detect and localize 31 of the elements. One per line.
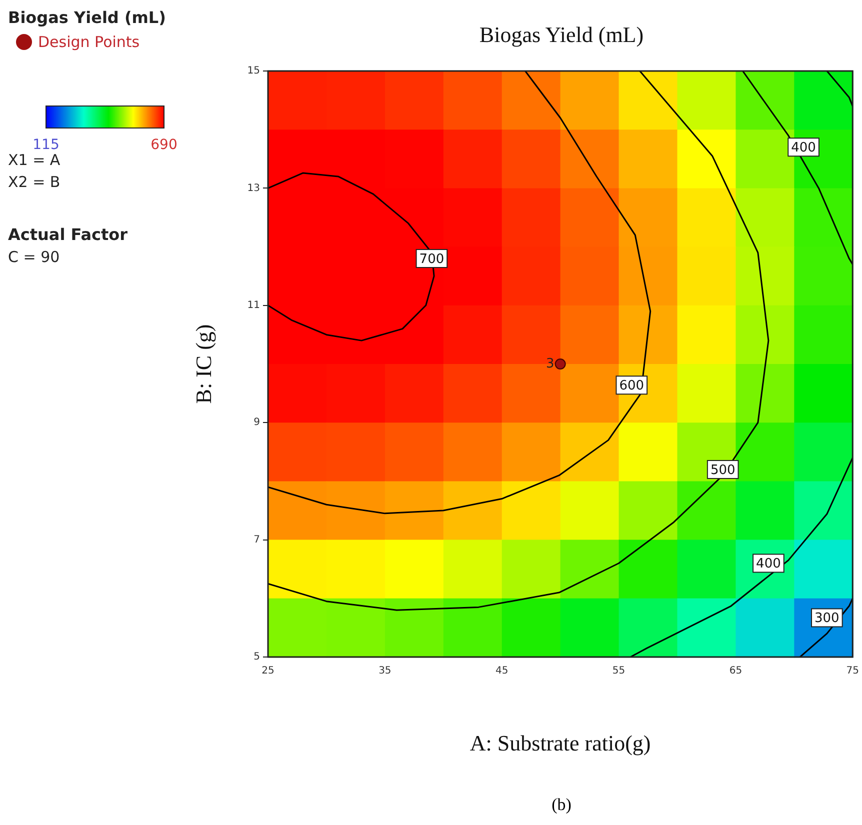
annotation: 500 bbox=[710, 462, 736, 478]
annotation: 3 bbox=[546, 356, 554, 372]
annotation: 600 bbox=[619, 378, 644, 394]
x-axis-title: A: Substrate ratio(g) bbox=[470, 730, 651, 756]
y-tick-label: 15 bbox=[247, 66, 260, 77]
annotation: 300 bbox=[814, 611, 840, 626]
legend-title: Biogas Yield (mL) bbox=[8, 8, 167, 27]
color-bar-label: 690 bbox=[150, 137, 178, 154]
text: (b) bbox=[550, 795, 572, 815]
annotation: 400 bbox=[791, 140, 816, 156]
x-tick-label: 35 bbox=[378, 666, 392, 677]
text: X1 = A bbox=[8, 151, 60, 169]
y-tick-label: 5 bbox=[254, 652, 260, 663]
x-tick-label: 65 bbox=[729, 666, 742, 677]
legend-label: Design Points bbox=[38, 33, 140, 51]
annotation: 700 bbox=[419, 252, 444, 267]
y-tick-label: 13 bbox=[247, 182, 260, 194]
chart-title: Biogas Yield (mL) bbox=[478, 22, 645, 48]
x-tick-label: 75 bbox=[846, 666, 860, 677]
color-bar-label: 115 bbox=[32, 137, 60, 154]
y-axis-title: B: IC (g) bbox=[190, 324, 216, 404]
x-tick-label: 45 bbox=[495, 666, 508, 677]
x-tick-label: 25 bbox=[262, 666, 274, 677]
x-tick-label: 55 bbox=[612, 666, 626, 677]
y-tick-label: 7 bbox=[254, 534, 260, 546]
text: X2 = B bbox=[8, 173, 62, 191]
text: Actual Factor bbox=[8, 225, 129, 244]
y-tick-label: 9 bbox=[254, 417, 260, 428]
text: C = 90 bbox=[8, 248, 61, 266]
y-tick-label: 11 bbox=[247, 300, 260, 311]
annotation: 400 bbox=[756, 556, 781, 572]
